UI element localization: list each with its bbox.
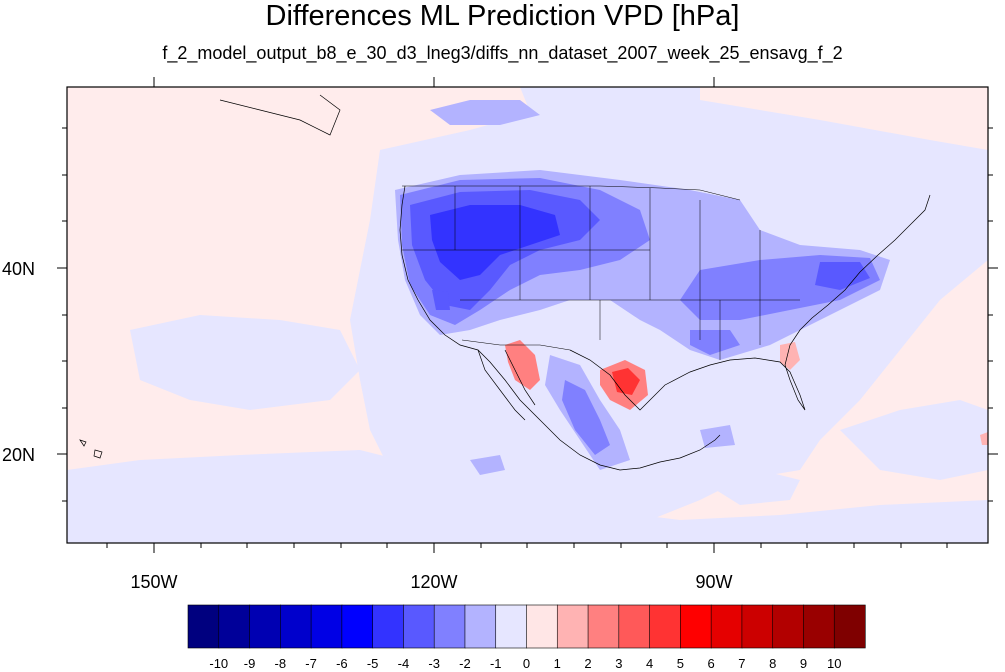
colorbar-swatch (341, 604, 374, 649)
colorbar-label: 6 (708, 656, 715, 671)
colorbar-swatch (280, 604, 312, 649)
lon-label-120w: 120W (410, 572, 457, 592)
colorbar-swatch (772, 604, 805, 649)
colorbar-label: -9 (244, 656, 256, 671)
colorbar-swatch (218, 604, 251, 649)
colorbar-swatch (526, 604, 558, 649)
colorbar-label: -6 (336, 656, 348, 671)
colorbar-swatch (372, 604, 405, 649)
colorbar-swatch (249, 604, 281, 649)
colorbar-label: 7 (738, 656, 745, 671)
political-borders (402, 185, 800, 360)
blue-level-6 (430, 205, 560, 280)
red-regions (505, 340, 988, 445)
lon-ticks (106, 77, 948, 553)
colorbar-swatch (587, 604, 620, 649)
colorbar-swatch (495, 604, 528, 649)
colorbar-swatch (310, 604, 343, 649)
colorbar-swatch (464, 604, 497, 649)
colorbar-swatch (187, 604, 220, 649)
colorbar-label: -5 (367, 656, 379, 671)
colorbar-swatch (833, 604, 866, 649)
colorbar-swatch (433, 604, 466, 649)
colorbar-label: 2 (584, 656, 591, 671)
colorbar-label: -1 (490, 656, 502, 671)
colorbar-label: 10 (827, 656, 841, 671)
colorbar-swatch (710, 604, 743, 649)
coastlines (79, 94, 931, 471)
lat-label-40n: 40N (2, 259, 35, 279)
colorbar-swatch (741, 604, 774, 649)
lon-label-90w: 90W (695, 572, 732, 592)
map-subtitle: f_2_model_output_b8_e_30_d3_lneg3/diffs_… (162, 43, 843, 63)
map-title: Differences ML Prediction VPD [hPa] (265, 0, 740, 32)
colorbar-swatch (680, 604, 712, 649)
colorbar-swatch (803, 604, 835, 649)
colorbar-label: -2 (459, 656, 471, 671)
colorbar: -10 -9 -8 -7 -6 -5 -4 -3 -2 -1 0 1 2 3 4 5 6 7 8 9 10 (187, 604, 866, 671)
colorbar-label: 3 (615, 656, 622, 671)
lon-label-150w: 150W (130, 572, 177, 592)
colorbar-label: 8 (769, 656, 776, 671)
colorbar-label: -8 (275, 656, 287, 671)
colorbar-label: 9 (800, 656, 807, 671)
map-field (67, 87, 988, 543)
colorbar-label: -4 (398, 656, 410, 671)
colorbar-swatch (649, 604, 681, 649)
colorbar-swatch (556, 604, 589, 649)
colorbar-swatch (618, 604, 651, 649)
lat-label-20n: 20N (2, 445, 35, 465)
colorbar-label: 5 (677, 656, 684, 671)
colorbar-label: 0 (523, 656, 530, 671)
colorbar-label: -10 (209, 656, 228, 671)
colorbar-label: -7 (305, 656, 317, 671)
colorbar-swatch (403, 604, 435, 649)
colorbar-label: -3 (428, 656, 440, 671)
colorbar-label: 1 (554, 656, 561, 671)
lat-ticks (57, 127, 998, 502)
colorbar-label: 4 (646, 656, 653, 671)
